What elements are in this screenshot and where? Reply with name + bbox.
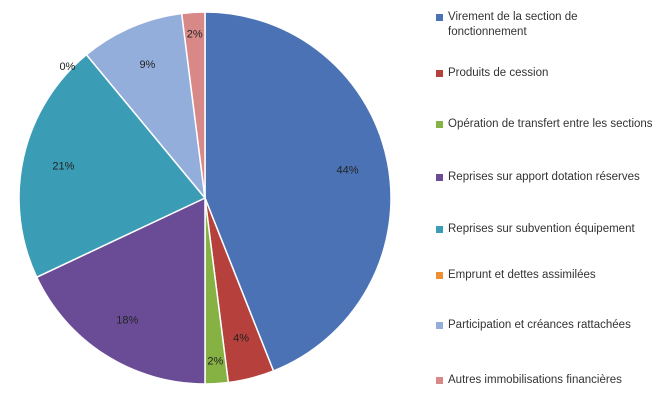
legend-swatch: [436, 70, 443, 77]
pie-slice: [85, 12, 207, 201]
legend-swatch: [436, 121, 443, 128]
pie-chart: 44% 4% 2% 18% 21% 0% 9% 2%: [18, 11, 392, 385]
legend-label: Virement de la section de fonctionnement: [448, 11, 578, 38]
pie-slice: [35, 196, 206, 385]
pie-chart-svg: 44% 4% 2% 18% 21% 0% 9% 2%: [18, 11, 392, 385]
slice-value-label: 44%: [336, 165, 358, 177]
legend-label: Produits de cession: [448, 67, 549, 79]
legend-swatch: [436, 272, 443, 279]
slice-value-label: 18%: [116, 314, 138, 326]
legend-label: Reprises sur apport dotation réserves: [448, 171, 640, 183]
legend-label: Opération de transfert entre les section…: [448, 118, 653, 130]
legend-label: Participation et créances rattachées: [448, 319, 631, 331]
legend-swatch: [436, 377, 443, 384]
legend-swatch: [436, 322, 443, 329]
slice-value-label: 9%: [139, 59, 155, 71]
pie-slice: [204, 11, 392, 372]
chart-legend: Virement de la section de fonctionnement…: [436, 6, 658, 401]
legend-swatch: [436, 226, 443, 233]
slice-value-label: 2%: [187, 29, 203, 41]
slice-value-label: 2%: [207, 355, 223, 367]
legend-swatch: [436, 174, 443, 181]
slice-value-label: 0%: [59, 61, 75, 73]
legend-label: Emprunt et dettes assimilées: [448, 269, 596, 281]
legend-label: Autres immobilisations financières: [448, 374, 622, 386]
slice-value-label: 21%: [52, 160, 74, 172]
legend-swatch: [436, 14, 443, 21]
legend-label: Reprises sur subvention équipement: [448, 223, 635, 235]
pie-slice: [18, 53, 207, 279]
pie-slice: [180, 11, 206, 199]
slice-value-label: 4%: [233, 332, 249, 344]
